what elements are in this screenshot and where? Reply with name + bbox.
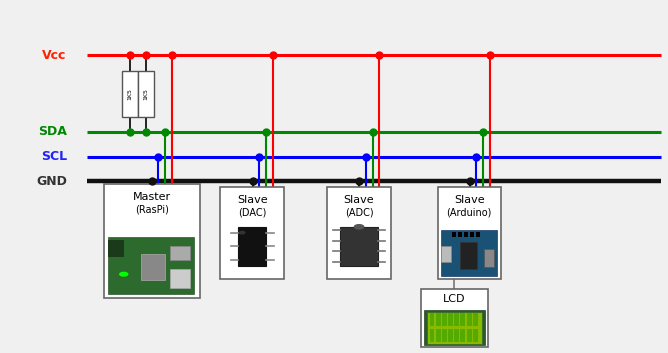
Bar <box>327 187 391 279</box>
Bar <box>460 242 477 269</box>
Bar <box>442 329 447 342</box>
Bar <box>220 187 284 279</box>
Text: Slave: Slave <box>344 195 374 205</box>
Text: 1K5: 1K5 <box>128 88 133 100</box>
Text: (DAC): (DAC) <box>238 207 267 217</box>
Bar <box>466 329 472 342</box>
Bar <box>104 184 200 298</box>
Bar <box>441 246 451 262</box>
Bar <box>460 329 466 342</box>
Bar <box>424 310 485 345</box>
Bar <box>138 71 154 116</box>
Bar <box>238 227 267 265</box>
Bar <box>441 230 496 276</box>
Bar <box>448 313 453 326</box>
Bar <box>421 288 488 347</box>
Text: Vcc: Vcc <box>43 49 67 62</box>
Bar <box>108 237 194 294</box>
Bar <box>464 232 468 237</box>
Bar <box>473 313 478 326</box>
Bar <box>340 227 378 265</box>
Bar <box>466 313 472 326</box>
Bar <box>438 187 501 279</box>
Bar <box>430 313 434 326</box>
Bar <box>170 246 190 260</box>
Text: (ADC): (ADC) <box>345 207 373 217</box>
Bar <box>436 313 441 326</box>
Text: Slave: Slave <box>454 195 484 205</box>
Bar <box>108 240 124 257</box>
Text: GND: GND <box>36 175 67 187</box>
Bar <box>170 269 190 288</box>
Bar <box>454 329 459 342</box>
Text: SDA: SDA <box>38 125 67 138</box>
Circle shape <box>240 232 245 234</box>
Text: SCL: SCL <box>41 150 67 163</box>
Text: 1K5: 1K5 <box>143 88 148 100</box>
Bar <box>470 232 474 237</box>
Bar <box>476 232 480 237</box>
Bar <box>452 232 456 237</box>
Circle shape <box>355 225 364 229</box>
Bar <box>484 249 494 267</box>
Bar <box>430 329 434 342</box>
Bar <box>122 71 138 116</box>
Text: LCD: LCD <box>443 294 466 304</box>
Text: (RasPi): (RasPi) <box>135 204 169 214</box>
Bar <box>460 313 466 326</box>
Bar <box>454 313 459 326</box>
Circle shape <box>120 273 128 276</box>
Text: Master: Master <box>133 192 171 202</box>
Bar <box>436 329 441 342</box>
Text: (Arduino): (Arduino) <box>447 207 492 217</box>
Text: Slave: Slave <box>237 195 267 205</box>
Bar <box>448 329 453 342</box>
Bar <box>141 254 164 280</box>
Bar <box>427 312 482 344</box>
Bar <box>458 232 462 237</box>
Bar <box>473 329 478 342</box>
Bar <box>442 313 447 326</box>
